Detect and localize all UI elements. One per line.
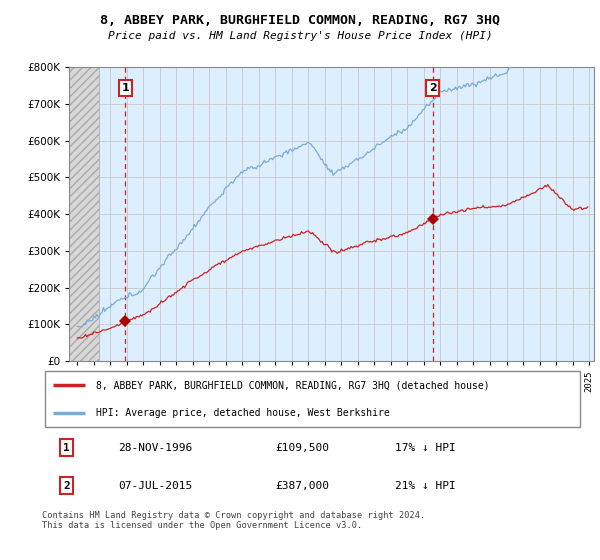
Text: HPI: Average price, detached house, West Berkshire: HPI: Average price, detached house, West… <box>97 408 390 418</box>
Text: 1: 1 <box>121 83 129 93</box>
Bar <box>69 67 99 361</box>
Text: 8, ABBEY PARK, BURGHFIELD COMMON, READING, RG7 3HQ: 8, ABBEY PARK, BURGHFIELD COMMON, READIN… <box>100 14 500 27</box>
Text: 28-NOV-1996: 28-NOV-1996 <box>118 443 192 453</box>
Text: £387,000: £387,000 <box>275 480 329 491</box>
Text: Contains HM Land Registry data © Crown copyright and database right 2024.
This d: Contains HM Land Registry data © Crown c… <box>42 511 425 530</box>
Text: 2: 2 <box>63 480 70 491</box>
Text: 21% ↓ HPI: 21% ↓ HPI <box>395 480 456 491</box>
Text: 2: 2 <box>428 83 436 93</box>
FancyBboxPatch shape <box>45 371 580 427</box>
Text: £109,500: £109,500 <box>275 443 329 453</box>
Text: 8, ABBEY PARK, BURGHFIELD COMMON, READING, RG7 3HQ (detached house): 8, ABBEY PARK, BURGHFIELD COMMON, READIN… <box>97 380 490 390</box>
Text: 17% ↓ HPI: 17% ↓ HPI <box>395 443 456 453</box>
Text: Price paid vs. HM Land Registry's House Price Index (HPI): Price paid vs. HM Land Registry's House … <box>107 31 493 41</box>
Text: 07-JUL-2015: 07-JUL-2015 <box>118 480 192 491</box>
Text: 1: 1 <box>63 443 70 453</box>
